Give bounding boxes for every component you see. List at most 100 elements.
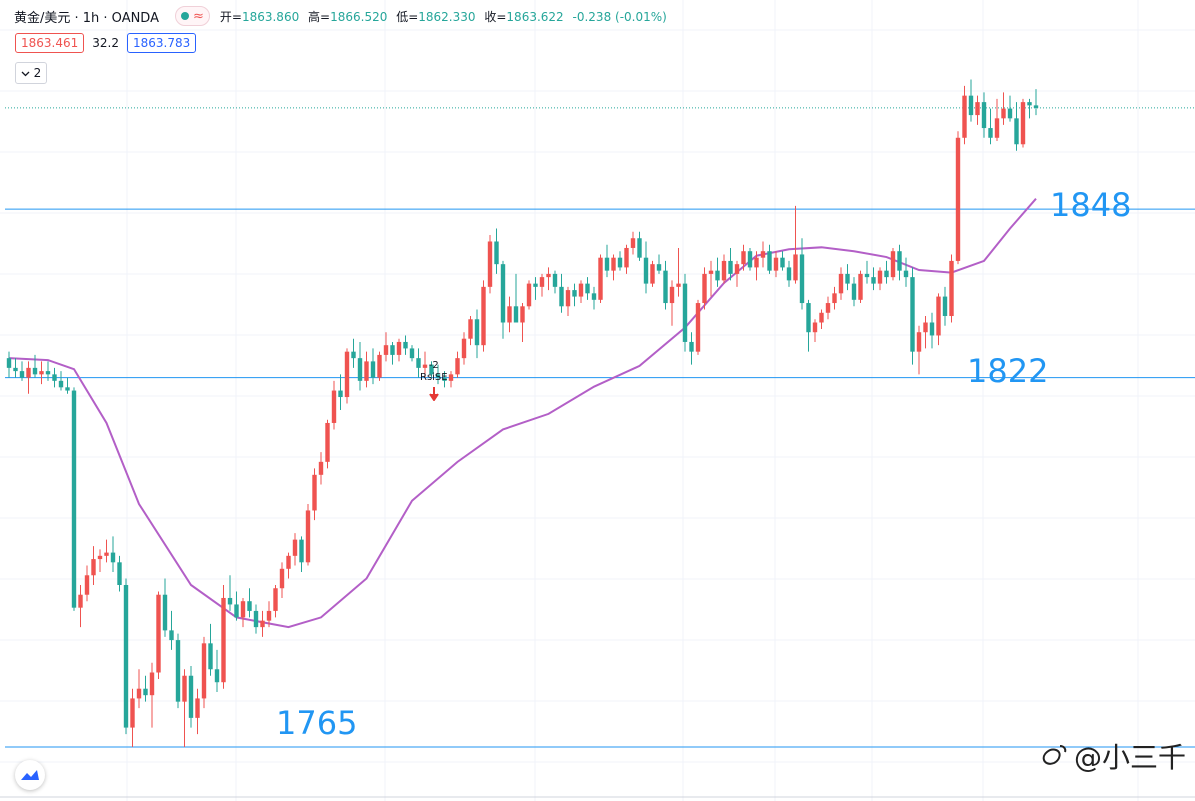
- candle-body: [1027, 102, 1032, 106]
- candle-body: [955, 137, 961, 261]
- candle-body: [884, 270, 889, 278]
- low-value: 1862.330: [418, 9, 476, 24]
- candle-body: [208, 643, 213, 670]
- candle-body: [234, 604, 239, 618]
- candle-body: [162, 594, 168, 631]
- candle-body: [39, 371, 44, 375]
- buy-price-button[interactable]: 1863.783: [126, 33, 197, 53]
- candle-body: [305, 510, 311, 563]
- candle-body: [890, 251, 896, 278]
- candle-body: [546, 273, 551, 278]
- candle-body: [1001, 108, 1006, 119]
- candle-body: [91, 559, 96, 576]
- candle-body: [71, 390, 77, 608]
- candle-body: [871, 277, 876, 284]
- candle-body: [117, 562, 122, 585]
- watermark-text: @小三千: [1074, 741, 1187, 774]
- candle-body: [19, 371, 25, 378]
- ohlc-values: 开=1863.860 高=1866.520 低=1862.330 收=1863.…: [219, 9, 667, 24]
- candle-body: [500, 264, 506, 323]
- candle-body: [182, 675, 187, 702]
- candle-body: [832, 293, 837, 304]
- level-label-1822: 1822: [967, 352, 1049, 390]
- candle-body: [617, 257, 623, 268]
- candle-body: [663, 270, 668, 304]
- candle-body: [669, 286, 675, 304]
- candle-body: [338, 390, 343, 398]
- candle-body: [578, 283, 584, 297]
- candle-body: [403, 341, 408, 349]
- candle-body: [910, 277, 915, 352]
- candle-body: [708, 270, 714, 274]
- candle-body: [591, 293, 597, 300]
- candle-body: [195, 698, 200, 718]
- candle-body: [682, 283, 688, 342]
- weibo-icon: [1042, 745, 1067, 765]
- candle-body: [760, 251, 766, 258]
- candle-body: [78, 594, 83, 608]
- candle-body: [565, 290, 571, 307]
- candle-body: [572, 290, 577, 297]
- candle-body: [819, 312, 824, 323]
- candle-body: [994, 118, 1000, 138]
- candle-body: [273, 588, 278, 611]
- close-value: 1863.622: [506, 9, 564, 24]
- indicator-toggle[interactable]: ≈: [174, 6, 210, 26]
- candle-body: [370, 361, 376, 378]
- candle-body: [845, 273, 850, 284]
- candle-body: [325, 422, 330, 462]
- signal-name: RsiSE: [420, 372, 448, 383]
- candle-body: [539, 277, 545, 287]
- candle-body: [877, 270, 883, 284]
- candle-body: [143, 688, 148, 696]
- candle-body: [175, 640, 181, 702]
- candle-body: [1007, 108, 1013, 119]
- collapse-indicators-button[interactable]: 2: [15, 62, 47, 84]
- level-label-1848: 1848: [1050, 186, 1132, 224]
- candle-body: [299, 539, 304, 563]
- change-value: -0.238 (-0.01%): [572, 9, 667, 24]
- candle-body: [260, 620, 265, 628]
- candle-body: [988, 128, 993, 138]
- candle-body: [468, 319, 473, 339]
- indicator-count: 2: [33, 66, 42, 80]
- high-value: 1866.520: [330, 9, 388, 24]
- candle-body: [630, 238, 636, 248]
- candle-body: [97, 555, 103, 560]
- candle-body: [32, 367, 38, 375]
- candle-body: [65, 387, 70, 391]
- candle-body: [240, 601, 246, 618]
- symbol-title[interactable]: 黄金/美元 · 1h · OANDA: [14, 10, 159, 26]
- candle-body: [481, 286, 486, 346]
- market-status-icon: [180, 12, 189, 20]
- chevron-down-icon: [21, 66, 30, 80]
- candle-body: [825, 303, 831, 313]
- candle-body: [936, 296, 941, 336]
- tradingview-logo-icon[interactable]: [15, 760, 45, 790]
- candle-body: [695, 303, 701, 352]
- candle-body: [734, 264, 740, 274]
- candle-body: [396, 341, 402, 355]
- candle-body: [962, 95, 967, 138]
- candle-body: [897, 251, 902, 271]
- candle-body: [1033, 105, 1039, 108]
- candle-body: [110, 552, 116, 563]
- sell-price-button[interactable]: 1863.461: [15, 33, 85, 53]
- candle-body: [58, 380, 64, 388]
- candle-body: [754, 257, 759, 268]
- signal-top: -2: [428, 360, 439, 371]
- candle-body: [533, 283, 538, 287]
- candle-body: [604, 257, 610, 271]
- candle-body: [793, 254, 798, 281]
- candle-body: [448, 374, 454, 381]
- candle-body: [799, 254, 805, 304]
- candle-body: [637, 238, 642, 258]
- signal-arrow-icon: [428, 387, 439, 401]
- candle-body: [715, 270, 720, 281]
- candle-body: [513, 306, 519, 323]
- candle-body: [981, 102, 987, 129]
- candle-body: [45, 371, 51, 375]
- candle-body: [1014, 118, 1019, 145]
- candle-body: [422, 364, 428, 368]
